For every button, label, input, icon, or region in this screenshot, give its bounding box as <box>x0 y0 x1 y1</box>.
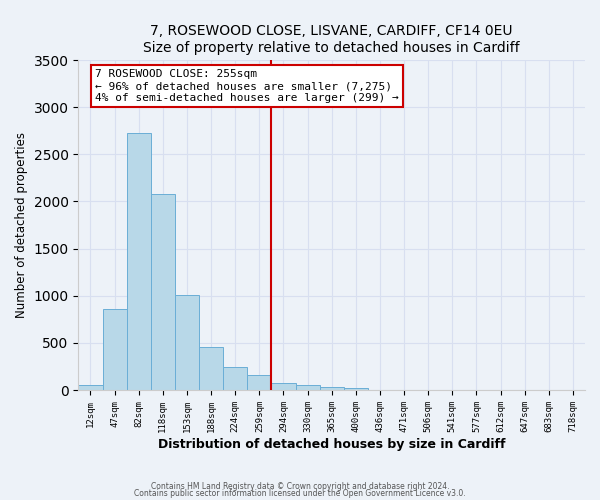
Bar <box>271 383 296 390</box>
Bar <box>175 295 199 390</box>
Bar <box>127 132 151 390</box>
Bar <box>151 194 175 390</box>
Bar <box>247 376 271 390</box>
Text: 7 ROSEWOOD CLOSE: 255sqm
← 96% of detached houses are smaller (7,275)
4% of semi: 7 ROSEWOOD CLOSE: 255sqm ← 96% of detach… <box>95 70 399 102</box>
Bar <box>320 387 344 390</box>
X-axis label: Distribution of detached houses by size in Cardiff: Distribution of detached houses by size … <box>158 438 505 450</box>
Bar <box>223 368 247 390</box>
Bar <box>296 385 320 390</box>
Title: 7, ROSEWOOD CLOSE, LISVANE, CARDIFF, CF14 0EU
Size of property relative to detac: 7, ROSEWOOD CLOSE, LISVANE, CARDIFF, CF1… <box>143 24 520 54</box>
Y-axis label: Number of detached properties: Number of detached properties <box>15 132 28 318</box>
Text: Contains public sector information licensed under the Open Government Licence v3: Contains public sector information licen… <box>134 489 466 498</box>
Bar <box>344 388 368 390</box>
Bar <box>103 310 127 390</box>
Bar <box>79 385 103 390</box>
Bar <box>199 346 223 390</box>
Text: Contains HM Land Registry data © Crown copyright and database right 2024.: Contains HM Land Registry data © Crown c… <box>151 482 449 491</box>
